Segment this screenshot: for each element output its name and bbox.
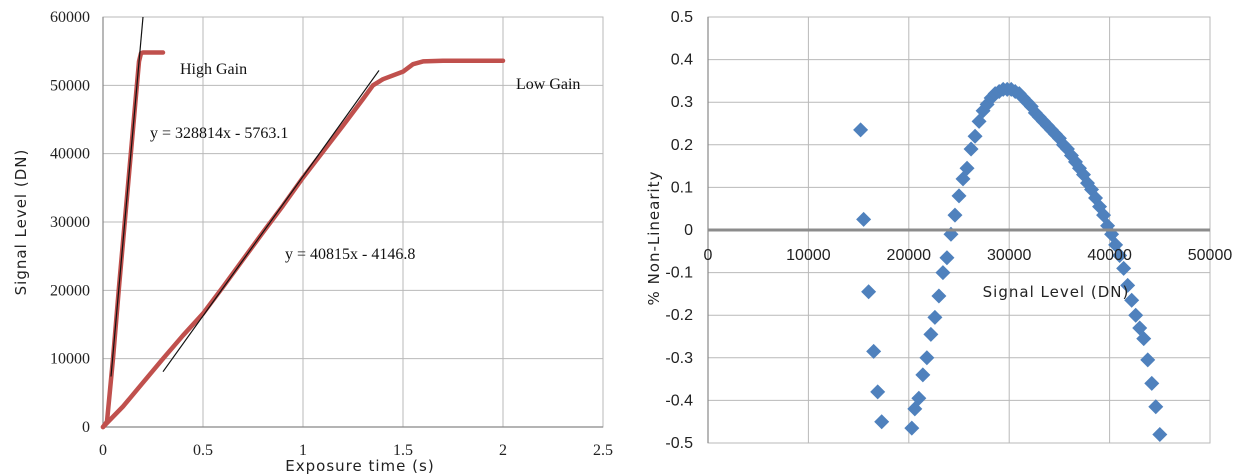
scatter-point	[904, 420, 920, 436]
scatter-point	[1140, 352, 1156, 368]
scatter-point	[963, 141, 979, 157]
scatter-point	[1136, 331, 1152, 347]
right-y-tick-label: -0.2	[665, 307, 693, 324]
scatter-point	[874, 414, 890, 430]
right-y-tick-label: 0.1	[671, 179, 693, 196]
left-y-tick-label: 0	[82, 419, 90, 436]
scatter-point	[1112, 248, 1128, 264]
scatter-point	[927, 309, 943, 325]
right-y-tick-label: 0.3	[671, 94, 693, 111]
right-y-tick-label: 0.5	[671, 9, 693, 26]
scatter-point	[931, 288, 947, 304]
trendline-equation-low-gain: y = 40815x - 4146.8	[285, 246, 415, 263]
right-y-tick-label: 0.2	[671, 137, 693, 154]
scatter-point	[967, 128, 983, 144]
right-y-tick-label: -0.5	[665, 435, 693, 452]
right-x-tick-labels: 0 10000 20000 30000 40000 50000	[704, 247, 1233, 264]
right-chart: 0.5 0.4 0.3 0.2 0.1 0 -0.1 -0.2 -0.3 -0.4 -0.5 0 10…	[645, 9, 1232, 452]
trendline-equation-high-gain: y = 328814x - 5763.1	[150, 125, 288, 142]
scatter-point	[951, 188, 967, 204]
scatter-point	[1124, 292, 1140, 308]
right-y-tick-label: -0.1	[665, 265, 693, 282]
left-x-tick-label: 0.5	[193, 442, 213, 459]
scatter-point	[1120, 277, 1136, 293]
scatter-point	[923, 326, 939, 342]
left-x-tick-label: 0	[99, 442, 107, 459]
right-x-tick-label: 30000	[987, 247, 1032, 264]
annotation-low-gain: Low Gain	[516, 76, 580, 93]
left-x-axis-title: Exposure time (s)	[285, 457, 434, 475]
scatter-point	[935, 265, 951, 281]
right-x-axis-title: Signal Level (DN)	[983, 283, 1130, 301]
left-y-tick-label: 50000	[50, 77, 90, 94]
left-x-tick-label: 2	[499, 442, 507, 459]
right-y-tick-label: -0.3	[665, 350, 693, 367]
scatter-point	[1039, 118, 1055, 134]
right-x-tick-label: 40000	[1087, 247, 1132, 264]
right-x-tick-label: 10000	[786, 247, 831, 264]
trendline-high-gain	[110, 16, 144, 377]
right-y-axis-title: % Non-Linearity	[645, 171, 663, 306]
right-y-tick-labels: 0.5 0.4 0.3 0.2 0.1 0 -0.1 -0.2 -0.3 -0.4 -0.5	[665, 9, 693, 452]
right-y-tick-label: -0.4	[665, 392, 693, 409]
scatter-point	[1128, 307, 1144, 323]
scatter-point	[1152, 426, 1168, 442]
left-y-tick-label: 60000	[50, 9, 90, 26]
right-x-tick-label: 0	[704, 247, 713, 264]
scatter-point	[856, 211, 872, 227]
scatter-point	[919, 350, 935, 366]
scatter-point	[939, 250, 955, 266]
scatter-point	[1144, 375, 1160, 391]
scatter-point	[1148, 399, 1164, 415]
scatter-point	[1116, 260, 1132, 276]
right-y-tick-label: 0.4	[671, 52, 693, 69]
scatter-point	[870, 384, 886, 400]
trendline-low-gain	[162, 70, 380, 373]
left-x-tick-labels: 0 0.5 1 1.5 2 2.5	[99, 442, 613, 459]
scatter-point	[861, 284, 877, 300]
left-y-tick-label: 40000	[50, 146, 90, 163]
left-chart: 0 10000 20000 30000 40000 50000 60000 0 0.5 1 1.5…	[12, 9, 613, 475]
right-x-tick-label: 50000	[1188, 247, 1233, 264]
left-x-tick-label: 1.5	[393, 442, 413, 459]
scatter-point	[959, 160, 975, 176]
left-y-tick-label: 10000	[50, 351, 90, 368]
left-y-axis-title: Signal Level (DN)	[12, 149, 30, 296]
right-y-tick-label: 0	[684, 222, 693, 239]
left-y-tick-label: 20000	[50, 282, 90, 299]
left-x-tick-label: 2.5	[593, 442, 613, 459]
scatter-point	[853, 122, 869, 138]
right-x-tick-label: 20000	[887, 247, 932, 264]
scatter-point	[866, 343, 882, 359]
left-trendlines	[110, 16, 380, 377]
left-y-tick-labels: 0 10000 20000 30000 40000 50000 60000	[50, 9, 90, 436]
scatter-point	[915, 367, 931, 383]
left-x-tick-label: 1	[299, 442, 307, 459]
annotation-high-gain: High Gain	[180, 61, 247, 78]
scatter-point	[911, 390, 927, 406]
left-y-tick-label: 30000	[50, 214, 90, 231]
scatter-point	[947, 207, 963, 223]
series-line-low-gain	[100, 58, 506, 430]
